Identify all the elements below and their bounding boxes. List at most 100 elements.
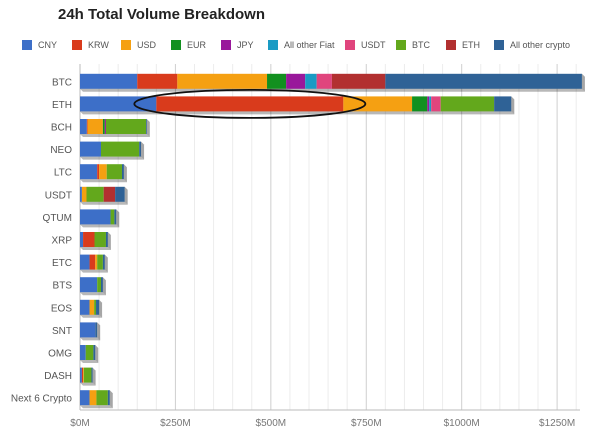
legend-item-all-other-fiat: All other Fiat bbox=[268, 38, 335, 52]
y-tick-label: USDT bbox=[45, 190, 72, 201]
bar-segment-bch-usd bbox=[87, 119, 103, 134]
bar-segment-btc-krw bbox=[137, 73, 178, 89]
bar-segment-next-6-crypto-cny bbox=[80, 390, 90, 406]
bar-segment-ltc-cny bbox=[80, 164, 98, 180]
bar-segment-xrp-krw bbox=[83, 232, 95, 247]
legend-label: KRW bbox=[88, 40, 109, 50]
legend-swatch bbox=[72, 40, 82, 50]
legend-item-krw: KRW bbox=[72, 38, 109, 52]
bar-shadow-bottom bbox=[80, 201, 128, 205]
bar-shadow-side bbox=[95, 345, 99, 363]
chart-title: 24h Total Volume Breakdown bbox=[58, 6, 265, 23]
bar-segment-btc-all-other-fiat bbox=[305, 73, 317, 89]
bar-segment-eth-usdt bbox=[431, 96, 441, 112]
bar-shadow-bottom bbox=[80, 292, 106, 296]
legend-label: EUR bbox=[187, 40, 207, 50]
bar-segment-etc-krw bbox=[89, 254, 96, 270]
y-tick-label: BTC bbox=[52, 77, 72, 88]
legend-item-all-other-crypto: All other crypto bbox=[494, 38, 570, 52]
legend-label: USD bbox=[137, 40, 157, 50]
bar-segment-dash-btc bbox=[83, 367, 92, 383]
bar-segment-etc-usd bbox=[95, 254, 98, 270]
y-tick-label: BCH bbox=[51, 123, 72, 134]
legend-swatch bbox=[221, 40, 231, 50]
bar-segment-ltc-btc bbox=[106, 164, 122, 180]
bar-segment-dash-all-other-crypto bbox=[91, 367, 93, 383]
legend-swatch bbox=[396, 40, 406, 50]
legend-label: BTC bbox=[412, 40, 430, 50]
bar-shadow-bottom bbox=[80, 156, 145, 160]
y-tick-label: XRP bbox=[51, 236, 72, 247]
bar-segment-usdt-all-other-crypto bbox=[115, 186, 125, 202]
bar-segment-dash-usd bbox=[83, 367, 84, 383]
bar-segment-bch-cny bbox=[80, 119, 87, 134]
bar-segment-usdt-btc bbox=[86, 186, 104, 202]
legend-item-eur: EUR bbox=[171, 38, 206, 52]
legend-item-jpy: JPY bbox=[221, 38, 254, 52]
x-tick-label: $250M bbox=[160, 418, 191, 429]
bar-shadow-bottom bbox=[80, 134, 150, 137]
legend-label: ETH bbox=[462, 40, 480, 50]
legend-item-btc: BTC bbox=[396, 38, 430, 52]
bar-segment-btc-all-other-crypto bbox=[385, 73, 582, 89]
x-tick-label: $500M bbox=[256, 418, 287, 429]
bar-segment-etc-all-other-crypto bbox=[102, 254, 105, 270]
y-tick-label: Next 6 Crypto bbox=[11, 394, 73, 405]
bar-segment-usdt-cny bbox=[80, 186, 82, 202]
bar-segment-next-6-crypto-usd bbox=[89, 390, 97, 406]
legend-swatch bbox=[345, 40, 355, 50]
legend-label: All other Fiat bbox=[284, 40, 335, 50]
bar-segment-qtum-cny bbox=[80, 209, 111, 225]
bar-segment-btc-cny bbox=[80, 73, 138, 89]
bar-segment-eos-all-other-crypto bbox=[96, 299, 100, 315]
bar-segment-btc-usd bbox=[177, 73, 268, 89]
bar-segment-bch-btc bbox=[105, 119, 147, 134]
legend-label: USDT bbox=[361, 40, 386, 50]
bar-segment-eth-usd bbox=[343, 96, 413, 112]
bar-segment-snt-cny bbox=[80, 322, 96, 338]
legend-item-usd: USD bbox=[121, 38, 156, 52]
bar-shadow-side bbox=[107, 232, 111, 250]
bar-shadow-side bbox=[102, 277, 106, 296]
x-tick-label: $0M bbox=[70, 418, 89, 429]
legend-swatch bbox=[22, 40, 32, 50]
bar-shadow-bottom bbox=[80, 360, 99, 363]
bar-segment-neo-all-other-crypto bbox=[139, 141, 142, 157]
bar-segment-dash-krw bbox=[81, 367, 84, 383]
bar-segment-omg-btc bbox=[85, 345, 94, 360]
legend-item-eth: ETH bbox=[446, 38, 480, 52]
bar-shadow-side bbox=[99, 299, 103, 318]
bar-shadow-side bbox=[92, 367, 96, 386]
legend-swatch bbox=[268, 40, 278, 50]
bar-shadow-side bbox=[109, 390, 113, 409]
bar-segment-omg-all-other-crypto bbox=[93, 345, 96, 360]
bar-shadow-side bbox=[511, 96, 515, 115]
bar-segment-next-6-crypto-all-other-crypto bbox=[107, 390, 110, 406]
y-tick-label: NEO bbox=[50, 145, 72, 156]
bar-segment-etc-btc bbox=[97, 254, 103, 270]
y-tick-label: BTS bbox=[53, 281, 73, 292]
bar-segment-xrp-cny bbox=[80, 232, 84, 247]
legend-label: CNY bbox=[38, 40, 58, 50]
annotation-ellipse bbox=[133, 89, 367, 119]
legend-item-usdt: USDT bbox=[345, 38, 386, 52]
bar-segment-eth-btc bbox=[440, 96, 495, 112]
bar-segment-dash-cny bbox=[80, 367, 82, 383]
legend-item-cny: CNY bbox=[22, 38, 57, 52]
legend-label: JPY bbox=[237, 40, 254, 50]
y-tick-label: SNT bbox=[52, 326, 72, 337]
bar-segment-next-6-crypto-btc bbox=[96, 390, 108, 406]
bar-segment-eos-cny bbox=[80, 299, 90, 315]
bar-segment-eos-usd bbox=[89, 299, 95, 315]
bar-segment-xrp-all-other-crypto bbox=[105, 232, 108, 247]
y-tick-label: ETH bbox=[52, 100, 72, 111]
legend-swatch bbox=[494, 40, 504, 50]
bar-segment-xrp-btc bbox=[94, 232, 106, 247]
y-tick-label: LTC bbox=[54, 168, 72, 179]
bar-segment-usdt-eth bbox=[103, 186, 116, 202]
y-tick-label: ETC bbox=[52, 258, 72, 269]
bar-segment-qtum-all-other-crypto bbox=[114, 209, 117, 225]
bar-shadow-bottom bbox=[80, 247, 111, 250]
bar-shadow-side bbox=[124, 186, 128, 205]
bar-shadow-side bbox=[146, 119, 150, 137]
